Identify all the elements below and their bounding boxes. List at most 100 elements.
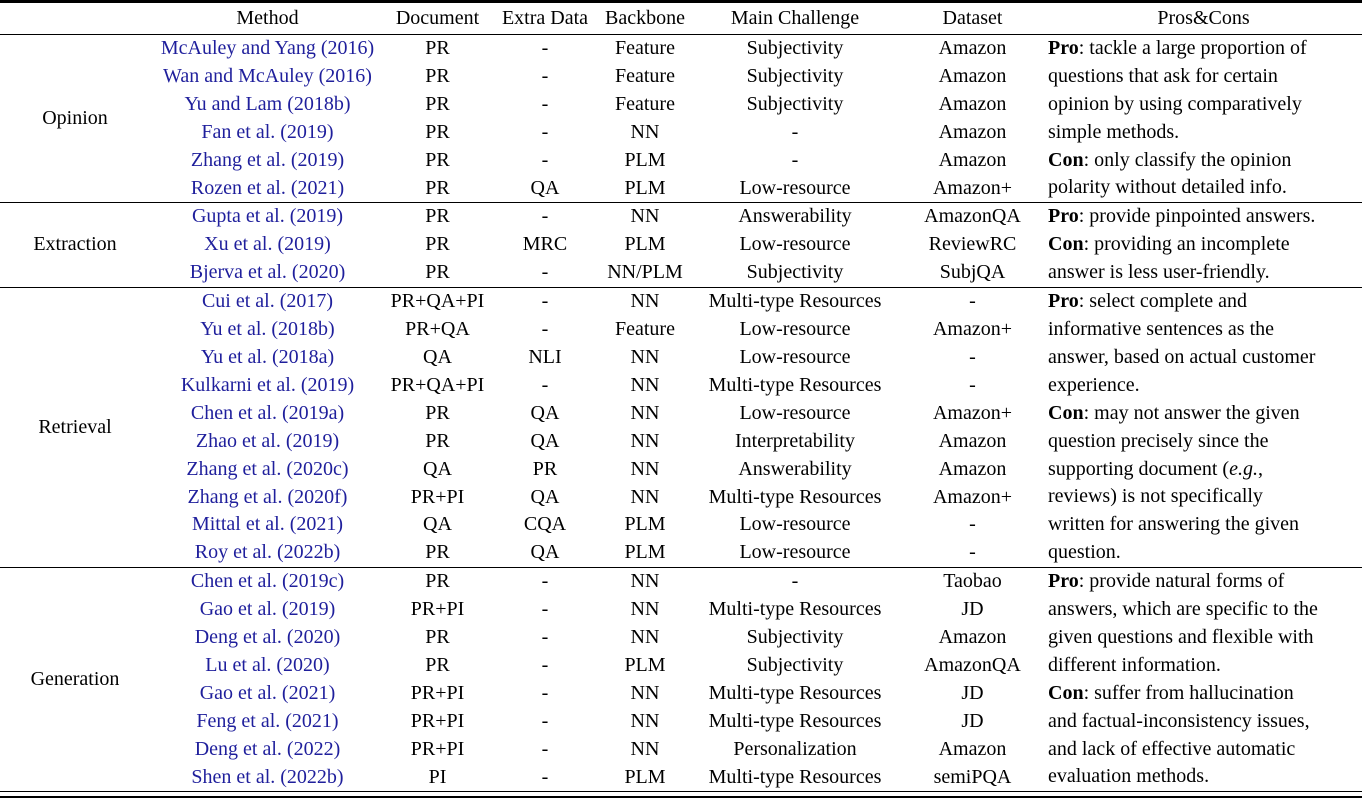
method-citation-link[interactable]: Roy et al. (2022b) [194,541,341,564]
method-citation-link[interactable]: Zhang et al. (2020f) [187,485,348,508]
extra-data-cell: MRC [522,233,568,256]
extra-data-cell: - [541,120,549,143]
method-cell: Chen et al. (2019a) [150,400,385,428]
extra-data-cell: QA [530,485,560,508]
header-row: Method Document Extra Data Backbone Main… [0,3,1362,35]
pros-cons-line: Pro: provide pinpointed answers. [1048,205,1316,228]
extra-data-cell: - [541,261,549,284]
backbone-cell: Feature [615,37,675,59]
main-challenge-cell: Subjectivity [746,92,844,115]
method-citation-link[interactable]: Yu et al. (2018a) [200,345,335,368]
table-row: Generation Chen et al. (2019c) PR - NN - Taoba… [0,568,1362,787]
pros-cons-line: Con: may not answer the given [1048,401,1300,424]
method-citation-link[interactable]: Yu and Lam (2018b) [184,92,351,115]
method-citation-link[interactable]: Mittal et al. (2021) [191,513,344,536]
method-cell: Chen et al. (2019c) [150,568,385,596]
method-citation-link[interactable]: Gupta et al. (2019) [191,205,344,228]
method-citation-link[interactable]: Fan et al. (2019) [201,120,334,143]
method-citation-link[interactable]: Deng et al. (2022) [194,737,341,760]
document-cell: PR [425,37,450,59]
method-citation-link[interactable]: Rozen et al. (2021) [190,176,345,199]
dataset-cell: Amazon+ [932,401,1013,424]
method-citation-link[interactable]: Yu et al. (2018b) [200,318,335,341]
column-header-document: Document [385,3,490,35]
dataset-cell: Taobao [943,570,1002,593]
table-row: Mittal et al. (2021) QA CQA PLM Low-resource… [0,511,1362,539]
method-citation-link[interactable]: Zhang et al. (2019) [190,148,345,171]
method-cell: Zhang et al. (2020c) [150,456,385,484]
document-cell: PR [425,570,450,593]
backbone-cell: NN [630,457,660,480]
method-citation-link[interactable]: Deng et al. (2020) [194,626,341,649]
document-cell: QA [423,457,452,480]
method-citation-link[interactable]: Feng et al. (2021) [196,709,339,732]
method-citation-link[interactable]: Gao et al. (2019) [199,598,336,621]
method-citation-link[interactable]: McAuley and Yang (2016) [160,37,375,59]
pros-cons-line: reviews) is not specifically [1048,485,1263,508]
document-cell: PR [425,205,450,228]
backbone-cell: Feature [615,64,675,87]
backbone-cell: NN/PLM [607,261,683,284]
pros-cons-line: and lack of effective automatic [1048,737,1296,760]
method-cell: Yu et al. (2018b) [150,316,385,344]
backbone-cell: NN [630,290,660,313]
document-cell: PR [425,92,450,115]
main-challenge-cell: Subjectivity [746,64,844,87]
method-citation-link[interactable]: Gao et al. (2021) [199,681,336,704]
dataset-cell: semiPQA [933,765,1012,788]
dataset-cell: Amazon [938,37,1007,59]
extra-data-cell: - [541,373,549,396]
pros-cons-line: Pro: provide natural forms of [1048,570,1285,593]
table-row: Yu et al. (2018b) PR+QA - Feature Low-resour… [0,316,1362,344]
method-citation-link[interactable]: Chen et al. (2019a) [190,401,345,424]
main-challenge-cell: Interpretability [735,429,855,452]
method-citation-link[interactable]: Lu et al. (2020) [205,653,330,676]
method-citation-link[interactable]: Zhang et al. (2020c) [186,457,349,480]
table-row: Rozen et al. (2021) PR QA PLM Low-resource Am… [0,175,1362,203]
dataset-cell: AmazonQA [924,205,1021,228]
section-opinion: Opinion McAuley and Yang (2016) PR - Feature… [0,35,1362,203]
backbone-cell: NN [630,345,660,368]
document-cell: QA [423,345,452,368]
document-cell: PR+PI [410,709,465,732]
document-cell: QA [423,513,452,536]
extra-data-cell: - [541,709,549,732]
document-cell: PR+PI [410,598,465,621]
dataset-cell: - [969,345,976,368]
main-challenge-cell: Answerability [738,205,852,228]
pros-cons-line: different information. [1048,653,1221,676]
dataset-cell: Amazon+ [932,485,1013,508]
extra-data-cell: - [541,205,549,228]
extra-data-cell: QA [530,541,560,564]
method-citation-link[interactable]: Chen et al. (2019c) [190,570,345,593]
main-challenge-cell: Subjectivity [746,261,844,284]
extra-data-cell: - [541,318,549,341]
table-row: Fan et al. (2019) PR - NN - Amazon [0,119,1362,147]
pros-cons-line: informative sentences as the [1048,318,1275,341]
backbone-cell: PLM [624,148,666,171]
backbone-cell: NN [630,598,660,621]
dataset-cell: - [969,290,976,313]
main-challenge-cell: Subjectivity [746,653,844,676]
extra-data-cell: - [541,64,549,87]
method-citation-link[interactable]: Shen et al. (2022b) [191,765,344,788]
table-row: Kulkarni et al. (2019) PR+QA+PI - NN Multi-t… [0,372,1362,400]
pros-cons-line: question. [1048,541,1121,564]
method-citation-link[interactable]: Cui et al. (2017) [201,290,334,313]
table-row: Zhang et al. (2019) PR - PLM - Amazon [0,147,1362,175]
method-citation-link[interactable]: Kulkarni et al. (2019) [180,373,355,396]
document-cell: PR+PI [410,681,465,704]
dataset-cell: Amazon+ [932,176,1013,199]
backbone-cell: NN [630,401,660,424]
main-challenge-cell: Low-resource [739,318,851,341]
method-citation-link[interactable]: Zhao et al. (2019) [195,429,340,452]
table-row: Roy et al. (2022b) PR QA PLM Low-resource - [0,539,1362,567]
main-challenge-cell: Multi-type Resources [708,681,882,704]
method-citation-link[interactable]: Bjerva et al. (2020) [189,261,346,284]
document-cell: PR [425,401,450,424]
document-cell: PR [425,64,450,87]
method-citation-link[interactable]: Xu et al. (2019) [204,233,331,256]
dataset-cell: Amazon [938,457,1007,480]
dataset-cell: - [969,541,976,564]
method-citation-link[interactable]: Wan and McAuley (2016) [163,64,372,87]
